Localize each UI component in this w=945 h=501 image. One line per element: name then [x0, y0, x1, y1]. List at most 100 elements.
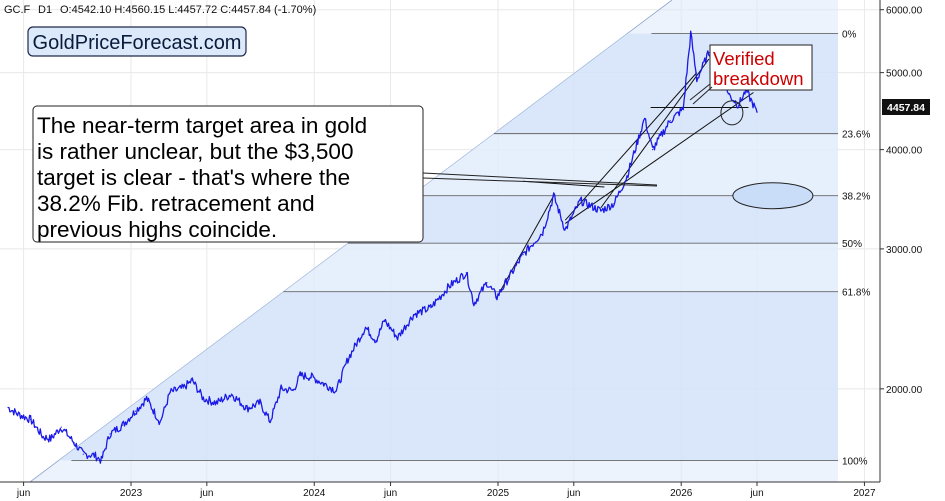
price-point — [751, 101, 753, 103]
price-point — [299, 374, 301, 376]
symbol-label: GC.F — [4, 4, 31, 16]
x-tick-label: jun — [383, 488, 397, 499]
price-point — [60, 426, 62, 428]
price-point — [682, 108, 684, 110]
breakdown-line: Verified — [713, 48, 775, 69]
price-point — [323, 383, 325, 385]
price-point — [50, 438, 52, 440]
last-price-tag — [882, 99, 930, 115]
price-point — [7, 406, 9, 409]
price-point — [100, 459, 103, 462]
price-point — [169, 391, 171, 393]
fib-level-label: 0% — [842, 30, 857, 41]
price-point — [202, 397, 204, 400]
x-tick-label: jun — [749, 488, 763, 499]
price-point — [16, 413, 19, 415]
x-tick-label: jun — [566, 488, 580, 499]
fib-band — [58, 291, 838, 461]
price-point — [93, 454, 95, 456]
annotation-line: is rather unclear, but the $3,500 — [37, 139, 353, 164]
price-point — [364, 326, 367, 328]
price-point — [335, 389, 337, 392]
price-point — [553, 195, 555, 197]
price-point — [564, 229, 566, 231]
fib-level-label: 50% — [842, 239, 862, 250]
price-point — [613, 203, 615, 205]
price-line — [7, 30, 758, 464]
y-tick-label: 3000.00 — [886, 245, 923, 256]
x-axis: jun 2023 jun 2024 jun 2025 jun 2026 jun 2027 — [16, 482, 876, 499]
price-point — [708, 51, 710, 54]
price-point — [737, 104, 740, 106]
price-point — [230, 393, 233, 395]
y-tick-label: 2000.00 — [886, 385, 923, 396]
price-point — [383, 319, 386, 321]
price-point — [134, 410, 137, 412]
y-tick-label: 4000.00 — [886, 146, 923, 157]
price-point — [215, 402, 217, 404]
fib-shaded-area — [29, 0, 838, 482]
price-point — [280, 388, 282, 390]
price-point — [690, 32, 692, 35]
breakdown-pointer — [689, 83, 711, 101]
breakdown-pointer — [692, 86, 713, 105]
annotation-pointer — [422, 177, 658, 187]
fib-level-label: 100% — [842, 456, 868, 467]
price-point — [600, 210, 602, 212]
breakdown-line: breakdown — [713, 68, 804, 89]
price-point — [109, 433, 111, 435]
breakdown-label-box — [709, 44, 813, 91]
breakdown-circle — [720, 100, 744, 126]
price-point — [292, 389, 294, 392]
price-point — [82, 453, 84, 455]
price-point — [651, 149, 654, 151]
target-ellipse — [732, 182, 814, 210]
price-point — [727, 93, 729, 95]
price-point — [182, 387, 184, 389]
price-point — [669, 120, 671, 122]
ohlc-readout: O:4542.10 H:4560.15 L:4457.72 C:4457.84 … — [60, 4, 316, 16]
annotation-line: previous highs coincide. — [37, 217, 277, 242]
price-point — [191, 379, 193, 381]
fib-band — [411, 133, 838, 196]
price-point — [269, 420, 271, 422]
annotation-text: The near-term target area in gold is rat… — [37, 113, 373, 242]
fib-band — [283, 243, 838, 292]
last-price-label: 4457.84 — [887, 102, 925, 114]
y-tick-label: 5000.00 — [886, 69, 923, 80]
price-point — [522, 254, 524, 256]
price-point — [696, 78, 698, 81]
price-point — [756, 111, 758, 113]
annotation-line: The near-term target area in gold — [37, 113, 367, 138]
annotation-line: 38.2% Fib. retracement and — [37, 191, 315, 216]
brand-box — [27, 26, 247, 57]
price-point — [496, 296, 498, 298]
price-point — [42, 436, 44, 438]
x-tick-label: 2027 — [853, 488, 876, 499]
annotation-line: target is clear - that's where the — [37, 165, 350, 190]
trendline — [564, 92, 754, 224]
price-point — [579, 200, 581, 202]
price-point — [246, 407, 248, 409]
price-point — [486, 282, 488, 284]
price-point — [465, 272, 467, 274]
price-point — [259, 402, 261, 404]
fib-level-label: 23.6% — [842, 130, 870, 141]
price-point — [430, 307, 432, 309]
chart-markers — [720, 100, 814, 210]
annotation-pointer — [422, 172, 658, 186]
price-point — [413, 313, 415, 316]
price-point — [121, 424, 124, 426]
x-tick-label: jun — [199, 488, 213, 499]
x-tick-label: 2025 — [487, 488, 510, 499]
price-point — [375, 339, 377, 342]
timeframe-label: D1 — [38, 4, 52, 16]
x-tick-label: 2023 — [120, 488, 143, 499]
price-point — [73, 442, 75, 444]
price-point — [643, 117, 646, 119]
x-tick-label: 2026 — [670, 488, 693, 499]
breakdown-label: Verified breakdown — [713, 48, 804, 89]
fib-band — [348, 195, 838, 244]
price-point — [542, 231, 544, 233]
